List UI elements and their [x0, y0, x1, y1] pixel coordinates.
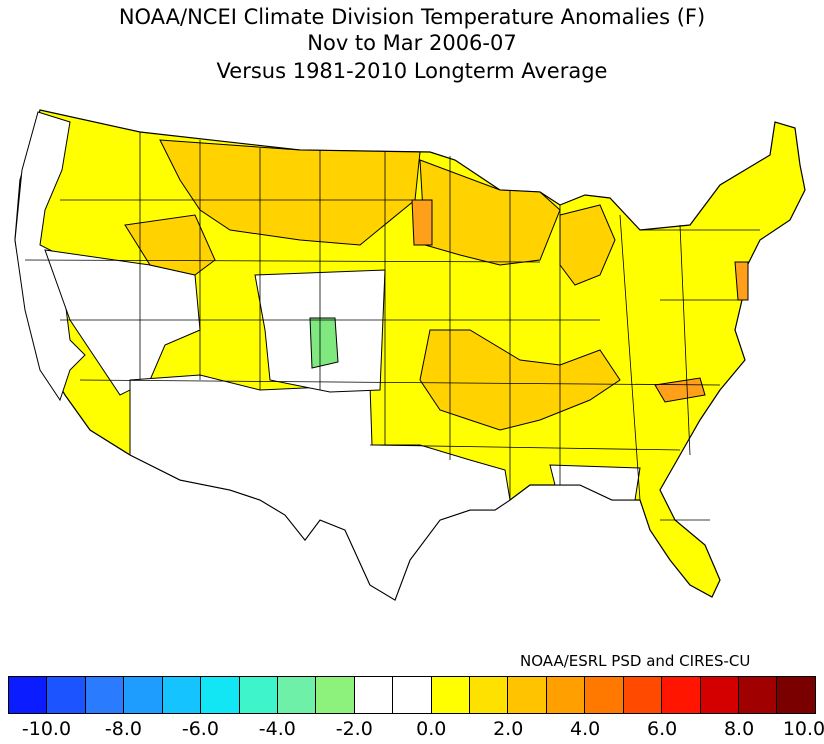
color-scale-swatch: [777, 677, 815, 713]
color-scale-tick-label: -2.0: [335, 718, 373, 740]
color-scale-swatch: [546, 677, 586, 713]
minnesota-strong-warm: [411, 199, 433, 246]
southwest-texas-near-zero: [129, 374, 511, 601]
color-scale-swatch: [85, 677, 125, 713]
upper-midwest-warm: [419, 159, 561, 266]
color-scale-swatch: [700, 677, 740, 713]
color-scale-swatch: [470, 677, 509, 713]
color-scale-swatch: [739, 677, 778, 713]
map-period: Nov to Mar 2006-07: [307, 31, 517, 55]
color-scale-swatch: [162, 677, 202, 713]
color-scale-swatch: [585, 677, 624, 713]
color-scale-swatch: [277, 677, 317, 713]
color-scale-swatch: [124, 677, 163, 713]
color-scale-swatch: [431, 677, 471, 713]
division-boundaries: [24, 132, 760, 521]
map-baseline: Versus 1981-2010 Longterm Average: [216, 59, 608, 83]
color-scale-swatch: [316, 677, 355, 713]
carolina-strong-warm: [654, 377, 706, 403]
color-scale-swatch: [47, 677, 86, 713]
color-scale-tick-label: 0.0: [416, 718, 447, 740]
new-jersey-warm: [734, 261, 749, 301]
color-scale-swatch: [393, 677, 432, 713]
gulf-coast-near-zero: [549, 464, 641, 501]
idaho-warm: [124, 214, 216, 276]
color-scale-swatch: [239, 677, 278, 713]
us-climate-division-map: [14, 109, 806, 601]
colorado-cool-division: [309, 317, 339, 369]
color-scale-tick-label: 10.0: [782, 718, 824, 740]
color-scale-tick-label: -10.0: [21, 718, 72, 740]
color-scale-swatch: [623, 677, 663, 713]
color-scale-swatch: [662, 677, 701, 713]
color-scale-tick-label: -4.0: [258, 718, 296, 740]
color-scale-swatch: [508, 677, 547, 713]
color-scale-tick-label: -8.0: [104, 718, 142, 740]
color-scale-swatch: [9, 677, 48, 713]
color-scale-tick-label: 6.0: [646, 718, 678, 740]
data-credit: NOAA/ESRL PSD and CIRES-CU: [520, 652, 751, 670]
color-scale-tick-label: 2.0: [493, 718, 524, 740]
mississippi-valley-warm: [419, 329, 621, 431]
color-scale-bar: [8, 676, 816, 714]
color-scale-tick-label: -6.0: [181, 718, 219, 740]
color-scale-tick-label: 4.0: [570, 718, 601, 740]
color-scale-swatch: [354, 677, 394, 713]
northern-plains-warm: [159, 139, 421, 246]
map-title: NOAA/NCEI Climate Division Temperature A…: [118, 5, 706, 29]
color-scale-tick-label: 8.0: [723, 718, 755, 740]
color-scale-swatch: [201, 677, 240, 713]
